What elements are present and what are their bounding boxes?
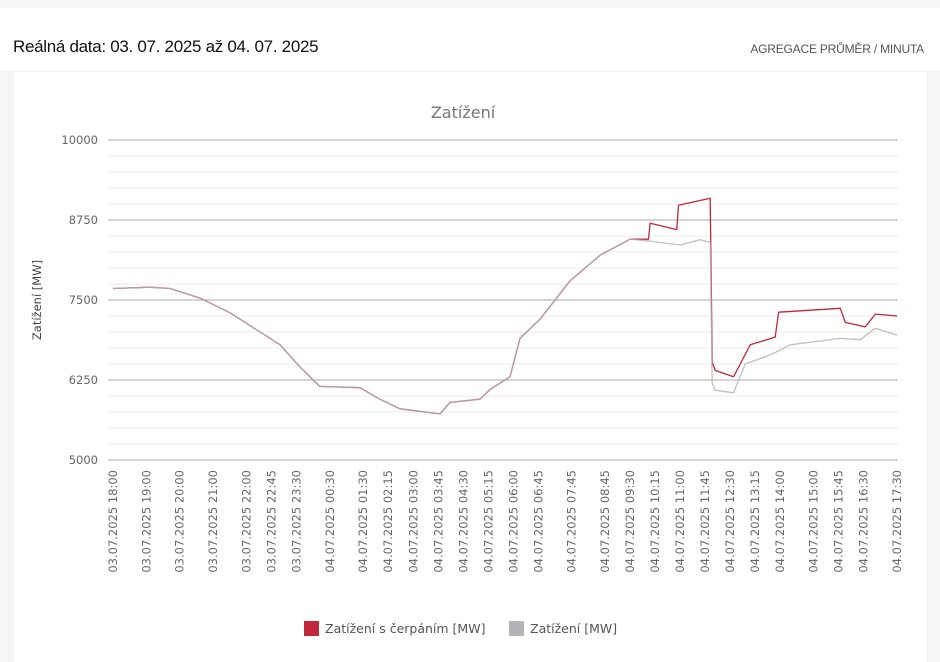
x-tick-label: 04.07.2025 12:30	[723, 470, 737, 573]
x-tick-label: 04.07.2025 04:30	[456, 470, 470, 573]
legend-swatch	[509, 621, 524, 636]
aggregation-selector[interactable]: AGREGACE PRŮMĚR / MINUTA	[750, 42, 924, 56]
x-tick-label: 04.07.2025 13:15	[748, 470, 762, 573]
x-tick-label: 04.07.2025 06:45	[531, 470, 545, 573]
x-tick-label: 03.07.2025 23:30	[289, 470, 303, 573]
x-tick-label: 04.07.2025 15:00	[807, 470, 821, 573]
x-tick-label: 04.07.2025 06:00	[506, 470, 520, 573]
x-tick-label: 04.07.2025 15:45	[832, 470, 846, 573]
chart-title: Zatížení	[431, 103, 496, 122]
y-tick-label: 10000	[61, 133, 98, 147]
legend-label: Zatížení [MW]	[530, 621, 617, 636]
series-line-0[interactable]	[112, 197, 898, 415]
x-tick-label: 04.07.2025 08:45	[598, 470, 612, 573]
chart-card	[14, 72, 926, 662]
x-tick-label: 03.07.2025 20:00	[173, 470, 187, 573]
x-tick-label: 04.07.2025 11:45	[698, 470, 712, 573]
x-tick-label: 03.07.2025 19:00	[139, 470, 153, 573]
x-tick-label: 04.07.2025 02:15	[381, 470, 395, 573]
series-lines	[112, 197, 898, 415]
y-tick-label: 5000	[69, 453, 98, 467]
x-tick-label: 03.07.2025 22:45	[264, 470, 278, 573]
x-tick-label: 03.07.2025 22:00	[239, 470, 253, 573]
x-tick-label: 04.07.2025 07:45	[565, 470, 579, 573]
x-tick-label: 03.07.2025 21:00	[206, 470, 220, 573]
header-bar: Reálná data: 03. 07. 2025 až 04. 07. 202…	[0, 8, 940, 70]
y-tick-label: 7500	[69, 293, 98, 307]
x-tick-label: 04.07.2025 01:30	[356, 470, 370, 573]
series-line-1[interactable]	[112, 238, 898, 415]
legend-label: Zatížení s čerpáním [MW]	[325, 621, 485, 636]
y-axis-ticks: 5000 6250 7500 8750 10000	[61, 133, 98, 467]
x-tick-label: 04.07.2025 03:45	[431, 470, 445, 573]
x-tick-label: 04.07.2025 11:00	[673, 470, 687, 573]
x-tick-label: 04.07.2025 03:00	[406, 470, 420, 573]
x-tick-label: 04.07.2025 09:30	[623, 470, 637, 573]
legend-item-1[interactable]: Zatížení [MW]	[509, 621, 617, 636]
y-axis-title: Zatížení [MW]	[30, 260, 44, 340]
x-tick-label: 04.07.2025 17:30	[890, 470, 904, 573]
x-tick-label: 04.07.2025 00:30	[323, 470, 337, 573]
legend: Zatížení s čerpáním [MW] Zatížení [MW]	[304, 621, 617, 636]
legend-item-0[interactable]: Zatížení s čerpáním [MW]	[304, 621, 485, 636]
legend-swatch	[304, 621, 319, 636]
x-tick-label: 03.07.2025 18:00	[106, 470, 120, 573]
y-tick-label: 6250	[69, 373, 98, 387]
x-tick-label: 04.07.2025 14:00	[773, 470, 787, 573]
y-tick-label: 8750	[69, 213, 98, 227]
x-axis-ticks: 03.07.2025 18:00 03.07.2025 19:00 03.07.20…	[106, 470, 904, 573]
date-range-title: Reálná data: 03. 07. 2025 až 04. 07. 202…	[13, 37, 319, 56]
x-tick-label: 04.07.2025 16:30	[857, 470, 871, 573]
gridlines	[108, 139, 898, 461]
x-tick-label: 04.07.2025 10:15	[648, 470, 662, 573]
x-tick-label: 04.07.2025 05:15	[481, 470, 495, 573]
